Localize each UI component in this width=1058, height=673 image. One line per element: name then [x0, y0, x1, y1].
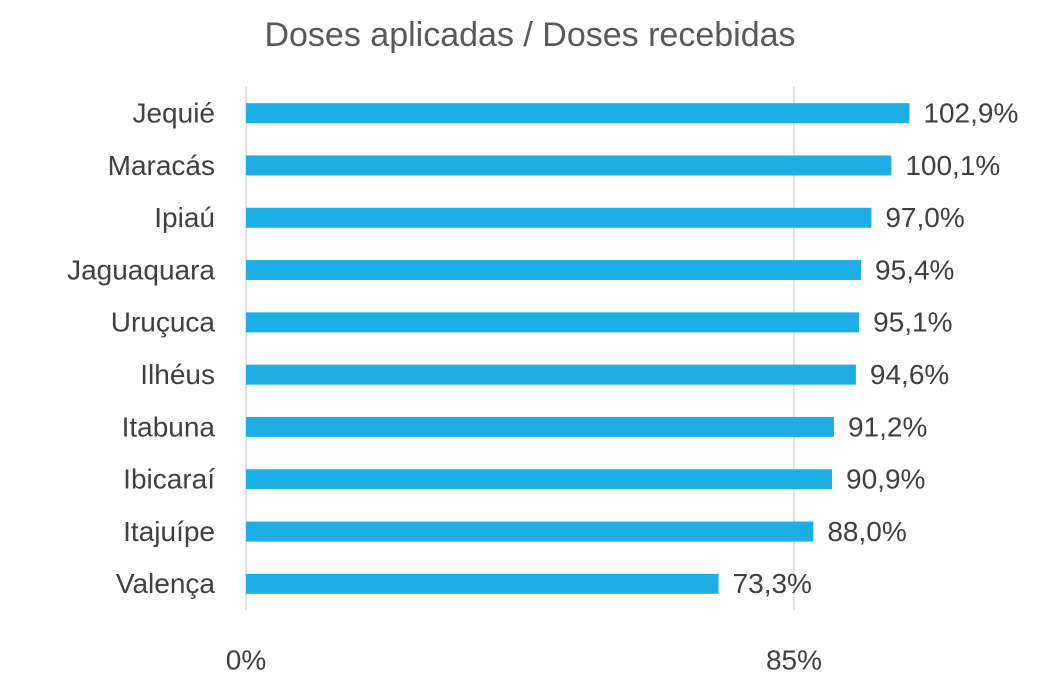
- y-tick-label: Valença: [116, 568, 216, 599]
- value-label: 88,0%: [827, 516, 906, 547]
- chart-title: Doses aplicadas / Doses recebidas: [264, 16, 795, 54]
- y-tick-label: Jaguaquara: [67, 254, 215, 285]
- y-tick-label: Itabuna: [122, 411, 216, 442]
- bar: [246, 364, 856, 385]
- x-tick-label: 0%: [226, 644, 266, 673]
- value-label: 95,4%: [875, 254, 954, 285]
- bar: [246, 469, 833, 490]
- y-tick-label: Ilhéus: [140, 359, 215, 390]
- value-label: 97,0%: [885, 202, 964, 233]
- bar: [246, 573, 719, 594]
- bar: [246, 521, 814, 542]
- bar: [246, 416, 834, 437]
- y-tick-label: Uruçuca: [111, 307, 216, 338]
- y-tick-label: Ibicaraí: [123, 464, 215, 495]
- y-tick-label: Maracás: [108, 150, 215, 181]
- bar: [246, 155, 892, 176]
- value-label: 100,1%: [905, 150, 1000, 181]
- value-label: 90,9%: [846, 464, 925, 495]
- y-tick-label: Itajuípe: [123, 516, 215, 547]
- bar: [246, 260, 862, 281]
- value-label: 95,1%: [873, 307, 952, 338]
- value-label: 91,2%: [848, 411, 927, 442]
- bar: [246, 103, 910, 124]
- bar: [246, 312, 860, 333]
- value-label: 94,6%: [870, 359, 949, 390]
- value-label: 73,3%: [733, 568, 812, 599]
- y-tick-label: Ipiaú: [154, 202, 215, 233]
- x-tick-label: 85%: [766, 644, 822, 673]
- bar: [246, 207, 872, 228]
- y-tick-label: Jequié: [132, 98, 215, 129]
- value-label: 102,9%: [923, 98, 1018, 129]
